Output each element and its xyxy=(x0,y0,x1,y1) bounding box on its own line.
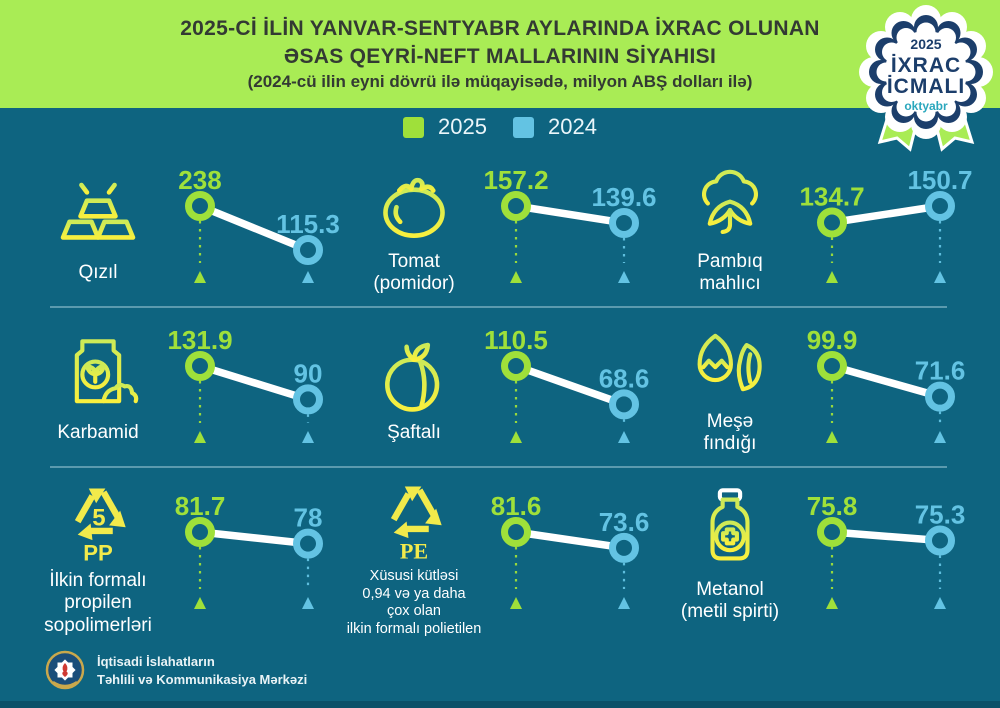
page-title-line2: ƏSAS QEYRİ-NEFT MALLARININ SİYAHISI xyxy=(283,44,717,68)
item-karbamid: Karbamid 131.9 90 xyxy=(32,318,348,456)
svg-text:90: 90 xyxy=(294,358,323,388)
svg-text:157.2: 157.2 xyxy=(483,165,548,195)
badge-title-line1: İXRAC xyxy=(891,54,961,77)
svg-text:PE: PE xyxy=(400,538,428,563)
slope-chart-metanol: 75.8 75.3 xyxy=(800,484,980,622)
gold-bars-icon xyxy=(60,177,136,240)
footer: İqtisadi İslahatların Təhlili və Kommuni… xyxy=(44,650,307,692)
legend: 2025 2024 xyxy=(0,114,1000,140)
row-divider xyxy=(50,306,947,308)
item-label: Metanol (metil spirti) xyxy=(680,578,780,623)
items-grid: Qızıl 238 115.3 Tomat (pomidor) 157.2 139.6 xyxy=(0,148,1000,637)
methanol-bottle-icon xyxy=(710,488,750,561)
organization-emblem-icon xyxy=(45,650,85,690)
legend-entry-2025: 2025 xyxy=(403,114,487,140)
item-label: Xüsusi kütləsi 0,94 və ya daha çox olan ilk… xyxy=(346,568,482,638)
item-label: Qızıl xyxy=(78,261,118,283)
legend-swatch-2024 xyxy=(513,116,534,138)
svg-text:81.6: 81.6 xyxy=(491,491,542,521)
legend-entry-2024: 2024 xyxy=(513,114,597,140)
badge-rosette-icon xyxy=(859,5,993,139)
legend-label-2025: 2025 xyxy=(438,114,487,139)
header-banner: 2025-Cİ İLİN YANVAR-SENTYABR AYLARINDA İ… xyxy=(0,0,1000,108)
svg-text:73.6: 73.6 xyxy=(599,507,650,537)
recycling-pe-icon: PE xyxy=(390,486,442,563)
svg-text:75.8: 75.8 xyxy=(807,491,858,521)
legend-label-2024: 2024 xyxy=(548,114,597,139)
export-review-badge: 2025 İXRAC İCMALI oktyabr xyxy=(859,5,993,156)
slope-chart-qizil: 238 115.3 xyxy=(168,158,348,296)
grid-row-3: 5 PP İlkin formalı propilen sopolimerləri … xyxy=(0,468,1000,637)
svg-text:78: 78 xyxy=(294,503,323,533)
badge-month: oktyabr xyxy=(904,99,948,113)
fertilizer-bag-icon xyxy=(74,339,139,404)
svg-text:71.6: 71.6 xyxy=(915,356,966,386)
slope-chart-pambiq: 134.7 150.7 xyxy=(799,158,980,296)
page-title-line1: 2025-Cİ İLİN YANVAR-SENTYABR AYLARINDA İ… xyxy=(180,17,820,40)
legend-swatch-2025 xyxy=(403,116,425,138)
slope-chart-karbamid: 131.9 90 xyxy=(167,318,348,456)
slope-chart-tomat: 157.2 139.6 xyxy=(483,158,664,296)
item-qizil: Qızıl 238 115.3 xyxy=(32,158,348,296)
item-label: Karbamid xyxy=(57,421,139,443)
bottom-edge-strip xyxy=(0,701,1000,708)
svg-text:99.9: 99.9 xyxy=(807,325,858,355)
svg-text:75.3: 75.3 xyxy=(915,500,966,530)
item-label: Pambıq mahlıcı xyxy=(697,250,763,294)
organization-name-line2: Təhlili və Kommunikasiya Mərkəzi xyxy=(97,672,308,687)
hazelnut-icon xyxy=(697,333,762,391)
page-subtitle: (2024-cü ilin eyni dövrü ilə müqayisədə,… xyxy=(247,72,753,92)
svg-text:131.9: 131.9 xyxy=(167,325,232,355)
organization-name: İqtisadi İslahatların Təhlili və Kommuni… xyxy=(97,653,307,688)
badge-year: 2025 xyxy=(910,36,941,52)
row-divider xyxy=(50,466,947,468)
organization-name-line1: İqtisadi İslahatların xyxy=(97,654,215,670)
slope-chart-saftali: 110.5 68.6 xyxy=(484,318,664,456)
svg-text:134.7: 134.7 xyxy=(799,181,864,211)
badge-title-line2: İCMALI xyxy=(887,75,965,98)
svg-text:5: 5 xyxy=(92,504,105,531)
svg-text:81.7: 81.7 xyxy=(175,491,226,521)
svg-text:PP: PP xyxy=(83,540,113,565)
grid-row-2: Karbamid 131.9 90 Şaftalı 110.5 68.6 xyxy=(0,308,1000,466)
item-label: Şaftalı xyxy=(387,421,441,443)
item-metanol: Metanol (metil spirti) 75.8 75.3 xyxy=(664,483,980,624)
item-tomat: Tomat (pomidor) 157.2 139.6 xyxy=(348,158,664,296)
item-label: Meşə fındığı xyxy=(703,410,757,454)
peach-icon xyxy=(385,342,440,412)
svg-text:139.6: 139.6 xyxy=(591,182,656,212)
item-mese-findigi: Meşə fındığı 99.9 71.6 xyxy=(664,318,980,456)
svg-text:238: 238 xyxy=(178,165,221,195)
grid-row-1: Qızıl 238 115.3 Tomat (pomidor) 157.2 139.6 xyxy=(0,148,1000,306)
svg-text:150.7: 150.7 xyxy=(907,165,972,195)
slope-chart-polietilen: 81.6 73.6 xyxy=(484,484,664,622)
item-pambiq: Pambıq mahlıcı 134.7 150.7 xyxy=(664,158,980,296)
tomato-icon xyxy=(383,177,445,238)
slope-chart-propilen: 81.7 78 xyxy=(168,484,348,622)
svg-text:115.3: 115.3 xyxy=(276,209,340,239)
recycling-pp-icon: 5 PP xyxy=(74,488,126,565)
item-polietilen: PE Xüsusi kütləsi 0,94 və ya daha çox olan… xyxy=(346,468,664,639)
item-label: Tomat (pomidor) xyxy=(373,250,455,294)
item-label: İlkin formalı propilen sopolimerləri xyxy=(44,569,152,636)
cotton-icon xyxy=(702,169,758,234)
item-saftali: Şaftalı 110.5 68.6 xyxy=(348,318,664,456)
svg-text:110.5: 110.5 xyxy=(484,325,548,355)
item-propilen: 5 PP İlkin formalı propilen sopolimerləri … xyxy=(32,470,348,637)
slope-chart-mese-findigi: 99.9 71.6 xyxy=(800,318,980,456)
svg-text:68.6: 68.6 xyxy=(599,363,650,393)
